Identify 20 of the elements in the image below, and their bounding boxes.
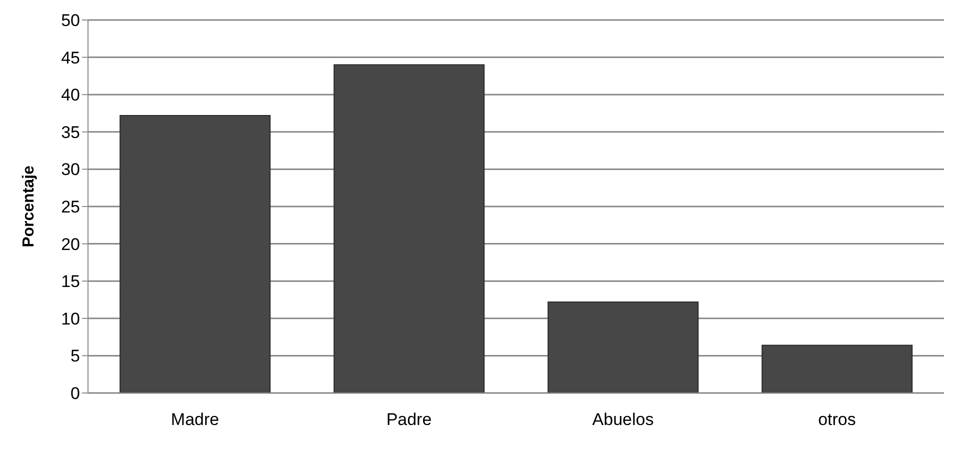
y-axis-title: Porcentaje xyxy=(20,165,38,248)
y-tick-label: 5 xyxy=(70,346,80,366)
y-tick-label: 15 xyxy=(61,272,80,292)
y-tick-label: 0 xyxy=(70,384,80,404)
bar xyxy=(548,301,699,393)
x-tick-label: Padre xyxy=(386,410,432,430)
bar xyxy=(120,114,271,393)
x-tick-label: otros xyxy=(818,410,856,430)
x-tick-label: Abuelos xyxy=(592,410,654,430)
y-tick-label: 30 xyxy=(61,160,80,180)
bar xyxy=(762,344,913,393)
y-tick-label: 25 xyxy=(61,198,80,217)
bar xyxy=(334,64,485,393)
x-tick-label: Madre xyxy=(170,410,220,430)
y-tick-label: 20 xyxy=(61,234,80,254)
y-tick-label: 45 xyxy=(61,48,80,68)
y-tick-label: 50 xyxy=(61,11,80,30)
y-tick-label: 35 xyxy=(61,122,80,142)
y-tick-label: 40 xyxy=(61,86,80,105)
y-tick-label: 10 xyxy=(61,309,80,328)
